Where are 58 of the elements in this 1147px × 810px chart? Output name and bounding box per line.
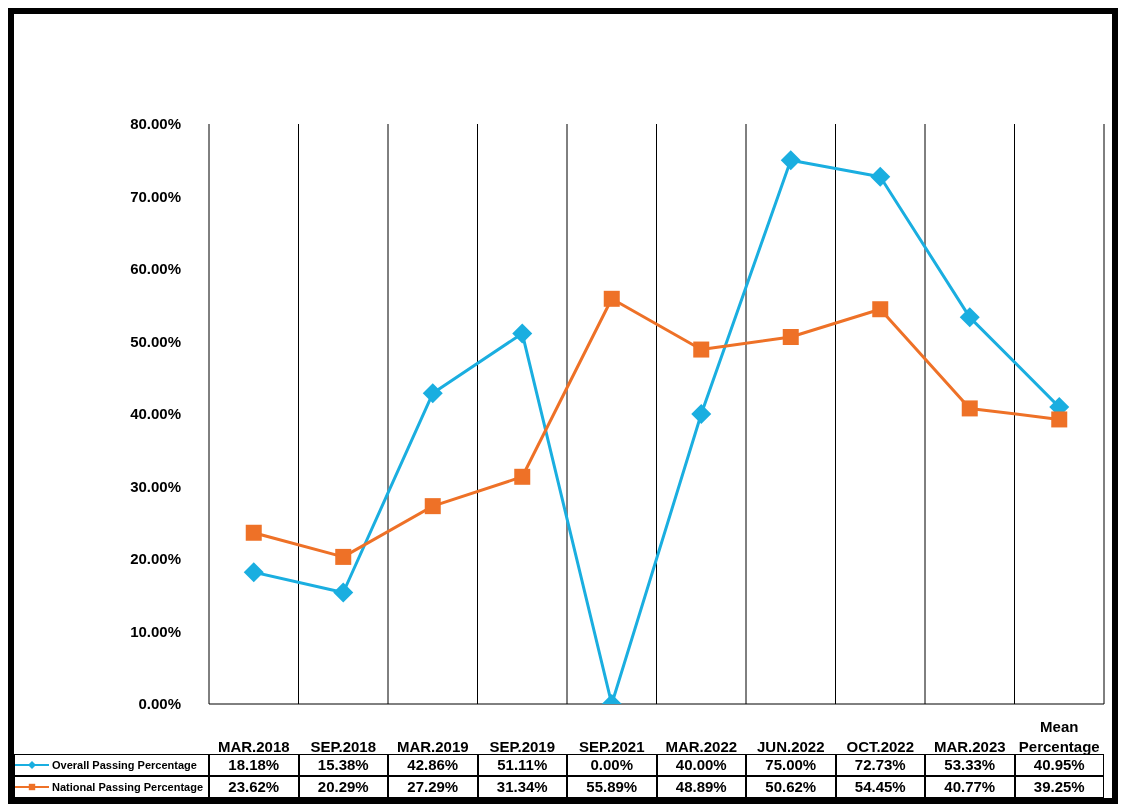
y-tick-label: 70.00% bbox=[130, 187, 181, 205]
y-tick-label: 0.00% bbox=[138, 695, 181, 713]
point bbox=[872, 301, 889, 318]
point bbox=[691, 404, 712, 424]
x-tick-label: MAR.2018 bbox=[217, 738, 290, 755]
data-label: 40.95% bbox=[1014, 754, 1104, 776]
data-label: 40.00% bbox=[656, 754, 746, 776]
point bbox=[512, 323, 533, 344]
point bbox=[780, 150, 801, 171]
point bbox=[335, 548, 352, 565]
y-tick-label: 20.00% bbox=[130, 550, 181, 568]
point bbox=[782, 329, 799, 346]
data-label: 50.62% bbox=[746, 776, 836, 798]
y-tick-label: 30.00% bbox=[130, 477, 181, 495]
point bbox=[514, 468, 531, 485]
point bbox=[603, 290, 620, 307]
x-tick-label: SEP.2021 bbox=[578, 738, 645, 755]
point bbox=[333, 582, 354, 603]
data-label: 23.62% bbox=[209, 776, 299, 798]
legend-label: National Passing Percentage bbox=[52, 777, 203, 797]
point bbox=[243, 562, 264, 583]
point bbox=[961, 400, 978, 417]
y-tick-label: 50.00% bbox=[130, 332, 181, 350]
legend-label: Overall Passing Percentage bbox=[52, 755, 197, 775]
data-label: 42.86% bbox=[388, 754, 478, 776]
x-tick-label: MAR.2023 bbox=[933, 738, 1006, 755]
x-tick-label: MAR.2019 bbox=[396, 738, 469, 755]
x-tick-label: JUN.2022 bbox=[756, 738, 825, 755]
y-tick-label: 10.00% bbox=[130, 622, 181, 640]
point bbox=[245, 524, 262, 541]
point bbox=[1051, 411, 1068, 428]
data-label: 40.77% bbox=[925, 776, 1015, 798]
data-label: 51.11% bbox=[477, 754, 567, 776]
point bbox=[870, 166, 891, 187]
y-tick-label: 60.00% bbox=[130, 260, 181, 278]
x-tick-label: SEP.2019 bbox=[489, 738, 556, 755]
point bbox=[422, 383, 443, 404]
data-label: 72.73% bbox=[835, 754, 925, 776]
data-label: 53.33% bbox=[925, 754, 1015, 776]
point bbox=[693, 341, 710, 358]
data-label: 18.18% bbox=[209, 754, 299, 776]
data-label: 75.00% bbox=[746, 754, 836, 776]
data-label: 20.29% bbox=[298, 776, 388, 798]
data-label: 15.38% bbox=[298, 754, 388, 776]
data-label: 27.29% bbox=[388, 776, 478, 798]
data-label: 31.34% bbox=[477, 776, 567, 798]
x-tick-label: SEP.2018 bbox=[310, 738, 377, 755]
point bbox=[959, 307, 980, 328]
point bbox=[424, 498, 441, 515]
data-label: 39.25% bbox=[1014, 776, 1104, 798]
data-label: 55.89% bbox=[567, 776, 657, 798]
x-tick-label: MAR.2022 bbox=[665, 738, 738, 755]
y-tick-label: 40.00% bbox=[130, 405, 181, 423]
data-label: 0.00% bbox=[567, 754, 657, 776]
x-tick-label: OCT.2022 bbox=[846, 738, 915, 755]
data-label: 48.89% bbox=[656, 776, 746, 798]
y-tick-label: 80.00% bbox=[130, 115, 181, 133]
data-label: 54.45% bbox=[835, 776, 925, 798]
